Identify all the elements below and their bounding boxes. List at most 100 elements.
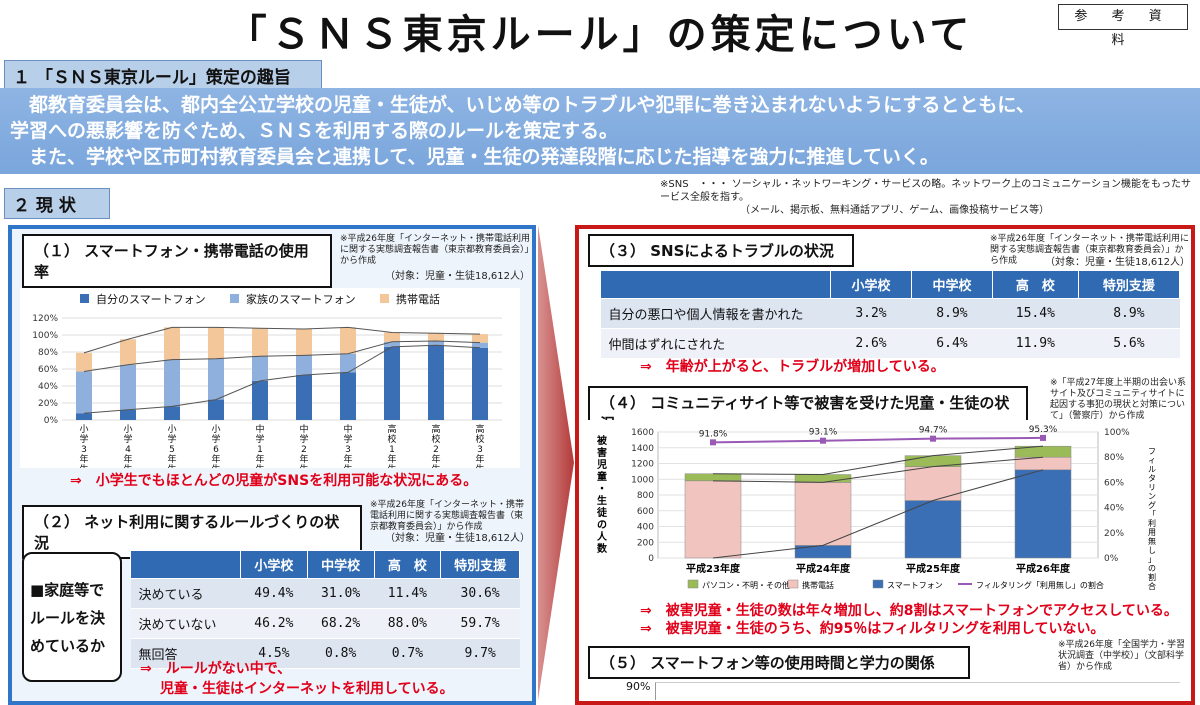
y-tick-label: 100% xyxy=(32,331,58,341)
x-tick-label: 学 xyxy=(79,433,88,445)
sns-footnote-line1: ※SNS ・・・ ソーシャル・ネットワーキング・サービスの略。ネットワーク上のコ… xyxy=(660,179,1192,203)
x-tick-label: 1 xyxy=(257,445,263,455)
y-tick-label: 0 xyxy=(648,554,654,564)
table-cell: 9.7% xyxy=(440,638,520,669)
row-label: 仲間はずれにされた xyxy=(600,328,831,359)
table-cell: 0.7% xyxy=(374,638,441,669)
y2-tick-label: 40% xyxy=(1104,504,1124,514)
filtering-line xyxy=(712,436,1044,444)
table-cell: 8.9% xyxy=(911,298,993,329)
x-tick-label: 学 xyxy=(299,433,308,445)
section1-heading: １ 「ＳＮＳ東京ルール」策定の趣旨 xyxy=(4,60,322,91)
y-axis-label: 童 xyxy=(597,470,607,483)
y2-axis-label: 合 xyxy=(1148,581,1156,591)
table-cell: 46.2% xyxy=(240,608,308,639)
bar-segment xyxy=(340,372,356,420)
row-label: 無回答 xyxy=(130,638,241,669)
y2-axis-label: し xyxy=(1148,546,1156,555)
table-row: 決めていない 46.2% 68.2% 88.0% 59.7% xyxy=(130,608,520,639)
trouble-table-body: 自分の悪口や個人情報を書かれた 3.2% 8.9% 15.4% 8.9% 仲間はずれにされ… xyxy=(600,298,1180,359)
y-tick-label: 40% xyxy=(38,382,58,392)
table-cell: 8.9% xyxy=(1078,298,1180,329)
bar-segment xyxy=(296,355,312,375)
table-cell: 31.0% xyxy=(307,578,374,609)
rules-table-body: 決めている 49.4% 31.0% 11.4% 30.6% 決めていない 46.2% 68.2… xyxy=(130,578,520,669)
x-tick-label: 2 xyxy=(433,445,439,455)
y2-axis-label: 」 xyxy=(1148,555,1156,564)
table-header-cell: 小学校 xyxy=(830,270,912,299)
table-cell: 4.5% xyxy=(240,638,308,669)
table-cell: 3.2% xyxy=(830,298,912,329)
x-tick-label: 高 xyxy=(431,423,440,435)
y-axis-label: 人 xyxy=(597,530,608,543)
panel5-chart-stub xyxy=(655,682,1180,700)
series-connector xyxy=(712,445,1044,476)
section1-line3: また、学校や区市町村教育委員会と連携して、児童・生徒の発達段階に応じた指導を強力… xyxy=(10,146,939,168)
x-tick-label: 2 xyxy=(301,445,307,455)
table-cell: 15.4% xyxy=(992,298,1079,329)
bar-segment xyxy=(76,371,92,414)
panel2-conclusion-1: ⇒ ルールがない中で、 xyxy=(140,661,292,677)
section1-body: 都教育委員会は、都内全公立学校の児童・生徒が、いじめ等のトラブルや犯罪に巻き込ま… xyxy=(0,88,1200,174)
y-tick-label: 800 xyxy=(637,491,654,501)
y2-axis-label: ン xyxy=(1148,492,1156,501)
x-tick-label: 6 xyxy=(213,445,219,455)
bar-segment xyxy=(428,333,444,341)
y-tick-label: 600 xyxy=(637,507,654,517)
x-tick-label: 年 xyxy=(167,453,176,465)
x-tick-label: 年 xyxy=(211,453,220,465)
y-tick-label: 1200 xyxy=(631,460,654,470)
x-tick-label: 学 xyxy=(255,433,264,445)
table-cell: 68.2% xyxy=(307,608,374,639)
x-tick-label: 学 xyxy=(211,433,220,445)
bar-segment xyxy=(120,364,136,410)
table-header-cell: 高 校 xyxy=(373,550,442,579)
panel1-source: ※平成26年度「インターネット・携帯電話利用に関する実態調査報告書（東京都教育委… xyxy=(340,234,530,266)
side-label-3: めているか xyxy=(30,637,106,655)
section1-line1: 都教育委員会は、都内全公立学校の児童・生徒が、いじめ等のトラブルや犯罪に巻き込ま… xyxy=(10,94,1035,116)
x-tick-label: 学 xyxy=(123,433,132,445)
bar-segment xyxy=(76,413,92,420)
bar-segment xyxy=(384,346,400,420)
section1-line2: 学習への悪影響を防ぐため、ＳＮＳを利用する際のルールを策定する。 xyxy=(10,120,619,142)
sns-footnote-line2: （メール、掲示板、無料通話アプリ、ゲーム、画像投稿サービス等） xyxy=(740,205,1050,216)
y2-tick-label: 20% xyxy=(1104,529,1124,539)
data-label: 91.8% xyxy=(699,429,728,439)
data-label: 93.1% xyxy=(809,428,838,438)
x-tick-label: 4 xyxy=(125,445,131,455)
bar-segment xyxy=(1014,469,1072,559)
x-tick-label: 年 xyxy=(79,453,88,465)
bar-segment xyxy=(164,359,180,407)
table-cell: 30.6% xyxy=(440,578,520,609)
x-tick-label: 中 xyxy=(343,423,352,435)
panel3-target: （対象：児童・生徒18,612人） xyxy=(1045,257,1190,268)
x-tick-label: 年 xyxy=(343,453,352,465)
panel4-source: ※「平成27年度上半期の出会い系サイト及びコミュニティサイトに起因する事犯の現状… xyxy=(1050,378,1186,421)
bar-segment xyxy=(296,374,312,420)
bar-segment xyxy=(684,473,742,482)
y2-axis-label: 割 xyxy=(1148,572,1156,582)
table-row: 仲間はずれにされた 2.6% 6.4% 11.9% 5.6% xyxy=(600,328,1180,359)
series-connector xyxy=(712,469,1044,559)
y2-axis-label: 無 xyxy=(1148,536,1156,546)
table-cell: 5.6% xyxy=(1078,328,1180,359)
line-marker xyxy=(820,437,826,444)
y-axis-label: 害 xyxy=(597,446,607,459)
bar-segment xyxy=(428,345,444,420)
x-tick-label: 高 xyxy=(475,423,484,435)
table-cell: 49.4% xyxy=(240,578,308,609)
x-tick-label: 年 xyxy=(255,453,264,465)
row-label: 決めていない xyxy=(130,608,241,639)
x-tick-label: 小 xyxy=(211,424,220,435)
panel1-title: （１） スマートフォン・携帯電話の使用率 xyxy=(22,234,332,288)
y-axis-label: ・ xyxy=(597,484,607,495)
series-connector xyxy=(712,456,1044,483)
panel2-target: （対象：児童・生徒18,612人） xyxy=(385,533,530,544)
y2-axis-label: 「 xyxy=(1148,510,1156,519)
y2-tick-label: 60% xyxy=(1104,478,1124,488)
table-cell: 0.8% xyxy=(307,638,374,669)
series-connector xyxy=(83,340,481,373)
line-marker xyxy=(1040,434,1046,441)
x-tick-label: 5 xyxy=(169,445,175,455)
legend-label: 自分のスマートフォン xyxy=(96,293,206,306)
